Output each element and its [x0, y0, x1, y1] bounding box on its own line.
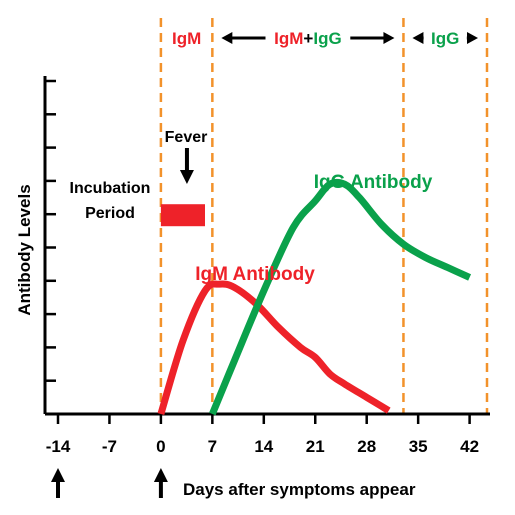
fever-bar	[160, 204, 205, 227]
x-tick-label: 28	[357, 437, 376, 456]
phase-label: IgM	[172, 29, 201, 48]
x-tick-label: 14	[254, 437, 273, 456]
y-axis-label: Antibody Levels	[15, 184, 34, 315]
phase-label: IgG	[431, 29, 459, 48]
igg-curve	[209, 178, 472, 416]
x-tick-label: -14	[46, 437, 71, 456]
series-layer	[157, 178, 472, 416]
phase-label-part: I	[172, 29, 177, 48]
axes	[43, 76, 490, 416]
x-tick-label: 42	[460, 437, 479, 456]
phase-label-part: I	[431, 29, 436, 48]
igm-curve	[157, 280, 391, 416]
phase-label-part: gG	[436, 29, 460, 48]
x-tick-label: 7	[208, 437, 217, 456]
fever-label: Fever	[165, 129, 208, 146]
phase-arrow-head	[467, 32, 478, 44]
phase-label-part: I	[274, 29, 279, 48]
y-ticks	[45, 79, 56, 382]
phase-label-part: I	[313, 29, 318, 48]
x-tick-label: 0	[156, 437, 165, 456]
phase-label-part: gM	[279, 29, 304, 48]
phase-label: IgM+IgG	[274, 29, 342, 48]
incubation-label-line2: Period	[85, 205, 135, 222]
x-tick-label: -7	[102, 437, 117, 456]
phase-labels: IgM IgM+IgG IgG	[172, 29, 478, 48]
x-axis-label: Days after symptoms appear	[183, 480, 416, 499]
x-tick-label: 35	[409, 437, 428, 456]
up-arrow-head	[51, 468, 65, 482]
x-ticks: -14 -7 0 7 14 21 28 35 42	[46, 414, 479, 456]
igg-curve-label: IgG Antibody	[314, 172, 433, 193]
phase-arrow-head	[412, 32, 424, 44]
phase-label-part: gM	[177, 29, 202, 48]
phase-arrow-head	[383, 32, 395, 44]
phase-label-part: +	[303, 29, 313, 48]
phase-arrow-head	[221, 32, 233, 44]
phase-lines	[159, 18, 489, 414]
incubation-label-line1: Incubation	[70, 180, 151, 197]
x-tick-label: 21	[306, 437, 325, 456]
bottom-arrows	[51, 468, 168, 498]
up-arrow-head	[153, 468, 168, 482]
phase-label-part: gG	[318, 29, 342, 48]
fever-arrow-head	[179, 170, 194, 184]
fever-annotation	[160, 148, 205, 227]
igm-curve-label: IgM Antibody	[195, 264, 315, 285]
